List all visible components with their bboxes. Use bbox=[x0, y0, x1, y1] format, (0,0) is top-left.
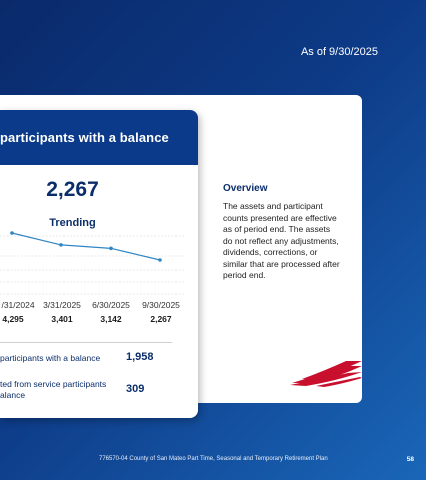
series-line bbox=[11, 232, 161, 261]
period-value: 4,295 bbox=[2, 314, 24, 324]
divider bbox=[0, 342, 172, 343]
period-label: 9/30/2025 bbox=[142, 300, 180, 310]
stat-label-line: ted from service participants bbox=[0, 379, 107, 389]
card-title: participants with a balance bbox=[0, 110, 198, 165]
page-number: 58 bbox=[406, 456, 414, 463]
data-point bbox=[109, 246, 113, 251]
period-value: 3,401 bbox=[51, 314, 73, 324]
flag-logo-icon bbox=[290, 361, 362, 387]
overview-text: The assets and participant counts presen… bbox=[223, 201, 340, 280]
period-value: 2,267 bbox=[150, 314, 172, 324]
stat-value: 1,958 bbox=[126, 351, 154, 363]
period-label: /31/2024 bbox=[1, 300, 35, 310]
footer-text: 776570-04 County of San Mateo Part Time,… bbox=[99, 456, 328, 462]
as-of-date: As of 9/30/2025 bbox=[300, 46, 378, 58]
overview-title: Overview bbox=[223, 183, 268, 194]
participants-card: participants with a balance 2,267 Trendi… bbox=[0, 110, 198, 418]
trending-label: Trending bbox=[49, 217, 96, 229]
period-label: 6/30/2025 bbox=[92, 300, 130, 310]
stat-value: 309 bbox=[126, 383, 145, 395]
stat-label-line: alance bbox=[0, 390, 26, 400]
data-point bbox=[59, 243, 63, 247]
total-participants: 2,267 bbox=[46, 178, 99, 201]
stat-label: participants with a balance bbox=[0, 353, 101, 363]
stat-label: ted from service participants alance bbox=[0, 379, 106, 401]
period-label: 3/31/2025 bbox=[43, 300, 81, 310]
trend-chart bbox=[0, 231, 186, 295]
data-point bbox=[10, 231, 14, 235]
data-point bbox=[158, 258, 162, 262]
period-value: 3,142 bbox=[100, 314, 122, 324]
